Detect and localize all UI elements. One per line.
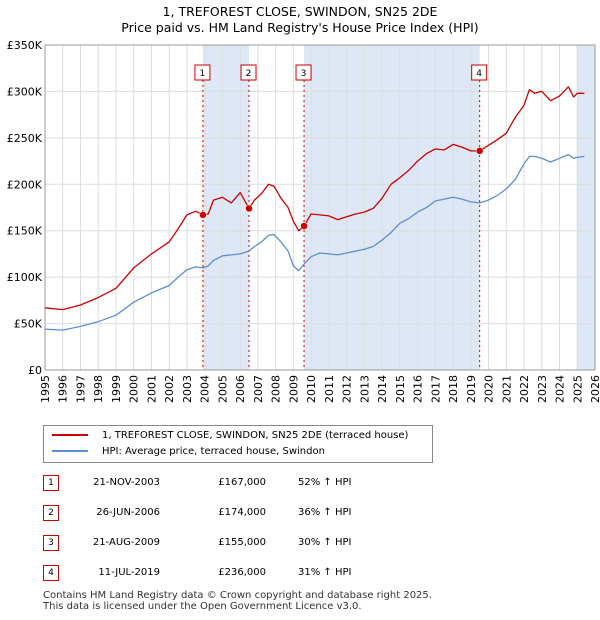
x-tick-label: 2024 <box>554 375 567 403</box>
table-row: 1 21-NOV-2003 £167,000 52% ↑ HPI <box>0 473 600 493</box>
x-tick-label: 2026 <box>589 375 600 403</box>
shaded-range-3 <box>577 45 595 370</box>
sale-date: 21-NOV-2003 <box>93 477 160 488</box>
legend-item-property: 1, TREFOREST CLOSE, SWINDON, SN25 2DE (t… <box>52 429 408 443</box>
sale-point <box>300 222 308 230</box>
legend-label-hpi: HPI: Average price, terraced house, Swin… <box>102 446 325 457</box>
footer-line2: This data is licensed under the Open Gov… <box>43 601 362 612</box>
x-tick-label: 2014 <box>376 375 389 403</box>
x-tick-label: 2016 <box>412 375 425 403</box>
x-tick-label: 2009 <box>287 375 300 403</box>
table-row: 2 26-JUN-2006 £174,000 36% ↑ HPI <box>0 503 600 523</box>
sale-marker-box <box>471 64 488 81</box>
x-tick-label: 2001 <box>145 375 158 403</box>
sale-date: 21-AUG-2009 <box>92 537 160 548</box>
sale-hpi-change: 31% ↑ HPI <box>298 567 352 578</box>
x-tick-label: 2010 <box>305 375 318 403</box>
sale-price: £236,000 <box>218 567 266 578</box>
x-tick-label: 2004 <box>199 375 212 403</box>
x-tick-label: 2008 <box>270 375 283 403</box>
y-tick-label: £350K <box>7 39 43 52</box>
plot-frame <box>44 44 596 371</box>
sale-marker-box <box>240 64 257 81</box>
x-tick-label: 2023 <box>536 375 549 403</box>
sale-point <box>199 211 207 219</box>
sale-price: £167,000 <box>218 477 266 488</box>
y-tick-label: £250K <box>7 132 43 145</box>
x-tick-label: 2005 <box>216 375 229 403</box>
sale-price: £174,000 <box>218 507 266 518</box>
sale-number-box: 4 <box>43 565 59 581</box>
x-tick-label: 2011 <box>323 375 336 403</box>
sale-number-box: 2 <box>43 505 59 521</box>
legend-item-hpi: HPI: Average price, terraced house, Swin… <box>52 445 325 459</box>
y-tick-label: £300K <box>7 85 43 98</box>
x-tick-label: 2002 <box>163 375 176 403</box>
x-tick-label: 2013 <box>358 375 371 403</box>
sale-hpi-change: 52% ↑ HPI <box>298 477 352 488</box>
series-line-property <box>44 86 585 311</box>
x-tick-label: 1999 <box>110 375 123 403</box>
chart-legend: 1, TREFOREST CLOSE, SWINDON, SN25 2DE (t… <box>43 425 433 463</box>
shaded-range-2 <box>304 45 480 370</box>
chart-title-line2: Price paid vs. HM Land Registry's House … <box>121 20 479 35</box>
chart-title-line1: 1, TREFOREST CLOSE, SWINDON, SN25 2DE <box>162 4 438 19</box>
table-row: 3 21-AUG-2009 £155,000 30% ↑ HPI <box>0 533 600 553</box>
y-tick-label: £150K <box>7 225 43 238</box>
sale-number-box: 1 <box>43 475 59 491</box>
x-tick-label: 2000 <box>128 375 141 403</box>
sale-date: 26-JUN-2006 <box>96 507 160 518</box>
sale-marker-box <box>194 64 211 81</box>
x-tick-label: 1996 <box>57 375 70 403</box>
x-tick-label: 2012 <box>341 375 354 403</box>
sale-marker-label: 3 <box>301 69 307 79</box>
sale-price: £155,000 <box>218 537 266 548</box>
price-chart: 1 2 3 4 £0 £50K £100K £150K £200K £250K £300K £350K… <box>7 39 600 403</box>
x-tick-label: 2025 <box>571 375 584 403</box>
x-tick-label: 2020 <box>483 375 496 403</box>
table-row: 4 11-JUL-2019 £236,000 31% ↑ HPI <box>0 563 600 583</box>
series-line-hpi <box>44 153 585 331</box>
y-tick-label: £200K <box>7 178 43 191</box>
legend-label-property: 1, TREFOREST CLOSE, SWINDON, SN25 2DE (t… <box>102 430 409 441</box>
sale-marker-label: 4 <box>476 69 482 79</box>
x-tick-label: 1997 <box>74 375 87 403</box>
x-tick-label: 1995 <box>39 375 52 403</box>
x-tick-label: 2007 <box>252 375 265 403</box>
sale-marker-label: 1 <box>200 69 206 79</box>
x-tick-label: 2006 <box>234 375 247 403</box>
footer-line1: Contains HM Land Registry data © Crown c… <box>43 590 432 601</box>
sale-point <box>475 147 484 155</box>
x-tick-label: 2017 <box>429 375 442 403</box>
sale-hpi-change: 36% ↑ HPI <box>298 507 352 518</box>
x-tick-label: 2021 <box>500 375 513 403</box>
shaded-range-1 <box>202 45 250 370</box>
sale-marker-label: 2 <box>246 69 252 79</box>
y-tick-label: £100K <box>7 271 43 284</box>
legend-swatch-hpi <box>52 450 88 452</box>
x-tick-label: 2015 <box>394 375 407 403</box>
x-tick-label: 1998 <box>92 375 105 403</box>
x-tick-label: 2022 <box>518 375 531 403</box>
y-tick-label: £0 <box>28 364 42 377</box>
sale-hpi-change: 30% ↑ HPI <box>298 537 352 548</box>
sale-marker-box <box>295 64 312 81</box>
legend-swatch-property <box>52 434 88 436</box>
x-tick-label: 2019 <box>465 375 478 403</box>
x-tick-label: 2003 <box>181 375 194 403</box>
x-tick-label: 2018 <box>447 375 460 403</box>
sale-point <box>245 204 253 213</box>
y-tick-label: £50K <box>14 318 43 331</box>
footer-copyright: Contains HM Land Registry data © Crown c… <box>43 590 432 612</box>
sale-number-box: 3 <box>43 535 59 551</box>
sale-date: 11-JUL-2019 <box>98 567 160 578</box>
